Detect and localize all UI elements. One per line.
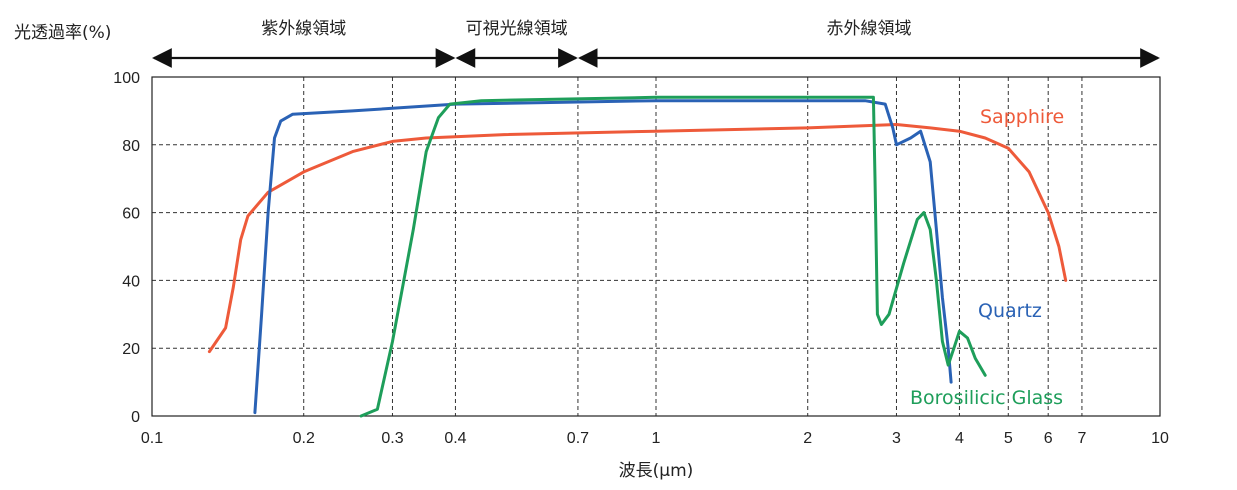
y-tick-label: 40 — [122, 273, 140, 290]
x-tick-label: 0.2 — [293, 430, 315, 447]
y-axis-label: 光透過率(%) — [14, 23, 111, 43]
x-tick-label: 4 — [955, 430, 964, 447]
x-tick-label: 2 — [803, 430, 812, 447]
x-tick-label: 0.4 — [444, 430, 466, 447]
series-lines — [207, 95, 1068, 418]
series-label: Sapphire — [980, 106, 1064, 128]
x-tick-label: 1 — [652, 430, 661, 447]
y-tick-label: 0 — [131, 409, 140, 426]
x-tick-label: 7 — [1077, 430, 1086, 447]
region-label: 紫外線領域 — [261, 19, 346, 39]
x-tick-label: 5 — [1004, 430, 1013, 447]
series-line — [359, 95, 987, 418]
x-tick-label: 0.1 — [141, 430, 163, 447]
wavelength-regions: 紫外線領域 可視光線領域 赤外線領域 — [152, 19, 1160, 68]
x-tick-label: 10 — [1151, 430, 1169, 447]
series-label: Quartz — [978, 300, 1042, 322]
region-label: 赤外線領域 — [826, 19, 911, 39]
y-tick-label: 20 — [122, 341, 140, 358]
plot-frame — [151, 76, 1161, 417]
series-line — [253, 99, 953, 415]
x-tick-label: 6 — [1044, 430, 1053, 447]
x-tick-label: 0.7 — [567, 430, 589, 447]
series-labels: Sapphire Quartz Borosilicic Glass — [910, 106, 1064, 409]
x-tick-label: 0.3 — [381, 430, 403, 447]
y-tick-label: 80 — [122, 138, 140, 155]
region-label: 可視光線領域 — [466, 19, 568, 39]
x-axis-label: 波長(μm) — [619, 461, 694, 481]
y-tick-label: 60 — [122, 206, 140, 223]
y-tick-label: 100 — [113, 70, 140, 87]
grid — [152, 77, 1160, 416]
series-line — [207, 123, 1068, 354]
x-tick-label: 3 — [892, 430, 901, 447]
series-label: Borosilicic Glass — [910, 387, 1063, 409]
